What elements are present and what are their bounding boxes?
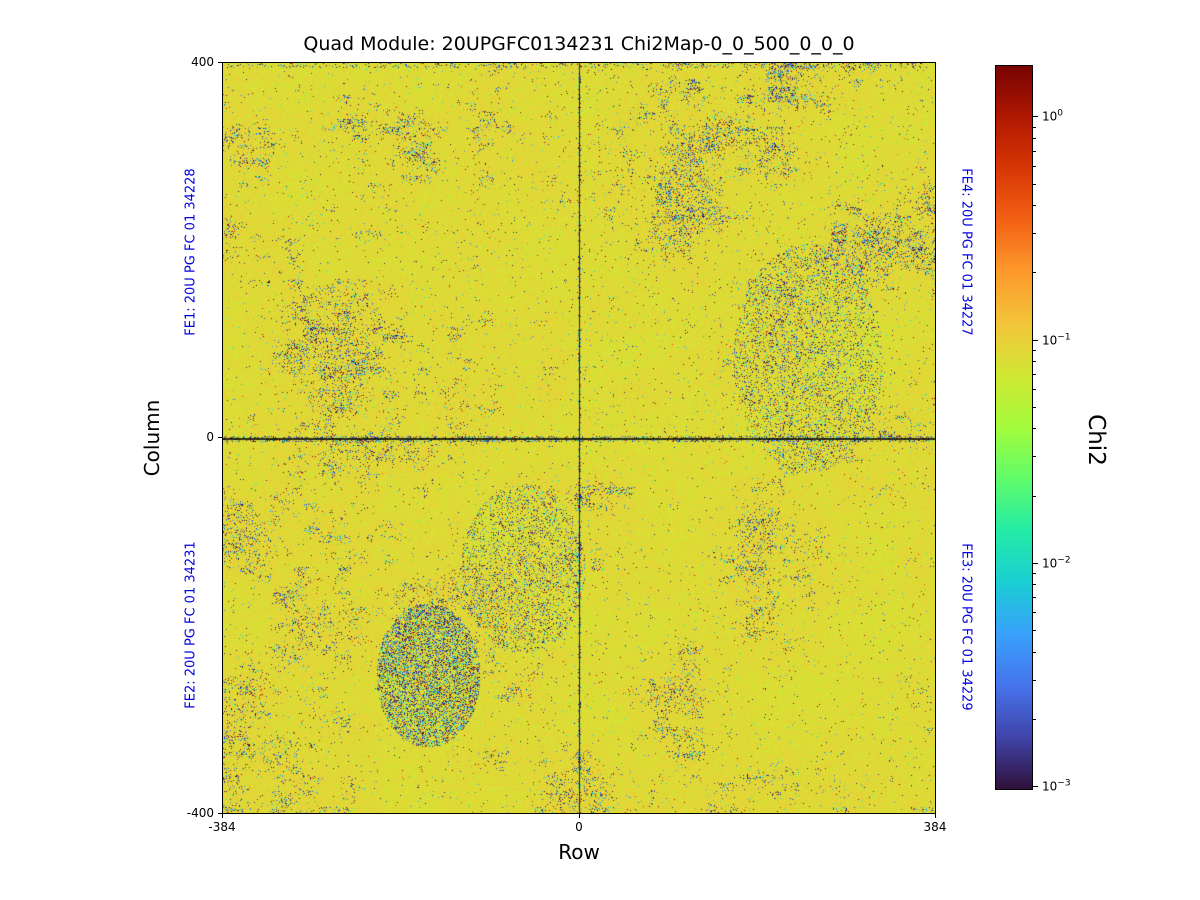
colorbar-minor-tick — [1033, 495, 1036, 497]
colorbar-major-tick — [1033, 786, 1038, 788]
colorbar-minor-tick — [1033, 126, 1036, 128]
colorbar-minor-tick — [1033, 349, 1036, 351]
fe4-label: FE4: 20U PG FC 01 34227 — [958, 168, 974, 336]
x-tick-mark — [222, 814, 223, 818]
colorbar-minor-tick — [1033, 151, 1036, 152]
colorbar-minor-tick — [1033, 361, 1036, 363]
y-tick-label: -400 — [186, 806, 214, 820]
colorbar-minor-tick — [1033, 389, 1036, 391]
colorbar-ticks — [1033, 65, 1041, 788]
colorbar-minor-tick — [1033, 718, 1036, 720]
plot-area — [222, 62, 936, 814]
colorbar-tick-label: 10−1 — [1042, 332, 1071, 348]
colorbar-minor-tick — [1033, 406, 1036, 408]
x-axis-label: Row — [558, 840, 600, 864]
colorbar-minor-tick — [1033, 183, 1036, 185]
y-tick-label: 400 — [191, 55, 214, 69]
colorbar — [995, 65, 1033, 790]
y-tick-mark — [218, 813, 222, 814]
x-tick-mark — [579, 814, 580, 818]
x-tick-label: 384 — [923, 820, 947, 834]
colorbar-tick-label: 100 — [1042, 108, 1064, 124]
colorbar-tick-label: 10−3 — [1042, 778, 1071, 794]
colorbar-minor-tick — [1033, 272, 1036, 274]
x-tick-label: -384 — [208, 820, 236, 834]
y-tick-mark — [218, 62, 222, 63]
colorbar-label: Chi2 — [1083, 414, 1109, 466]
colorbar-gradient-canvas — [996, 66, 1032, 789]
colorbar-major-tick — [1033, 339, 1038, 341]
plot-title: Quad Module: 20UPGFC0134231 Chi2Map-0_0_… — [303, 33, 855, 55]
x-tick-label: 0 — [575, 820, 583, 834]
colorbar-minor-tick — [1033, 584, 1036, 586]
y-tick-mark — [218, 437, 222, 438]
y-tick-label: 0 — [206, 430, 214, 444]
y-axis-label: Column — [140, 399, 164, 477]
colorbar-tick-label: 10−2 — [1042, 555, 1071, 571]
colorbar-minor-tick — [1033, 573, 1036, 575]
colorbar-minor-tick — [1033, 651, 1036, 653]
colorbar-major-tick — [1033, 562, 1038, 564]
colorbar-minor-tick — [1033, 612, 1036, 614]
colorbar-minor-tick — [1033, 428, 1036, 430]
colorbar-minor-tick — [1033, 165, 1036, 167]
colorbar-minor-tick — [1033, 597, 1036, 599]
colorbar-major-tick — [1033, 116, 1038, 118]
fe1-label: FE1: 20U PG FC 01 34228 — [183, 168, 199, 336]
chi2-heatmap-canvas — [223, 63, 935, 813]
colorbar-minor-tick — [1033, 679, 1036, 681]
colorbar-minor-tick — [1033, 138, 1036, 140]
colorbar-minor-tick — [1033, 630, 1036, 632]
x-tick-mark — [935, 814, 936, 818]
colorbar-minor-tick — [1033, 233, 1036, 235]
colorbar-minor-tick — [1033, 456, 1036, 458]
fe3-label: FE3: 20U PG FC 01 34229 — [958, 543, 974, 711]
colorbar-minor-tick — [1033, 205, 1036, 207]
colorbar-minor-tick — [1033, 374, 1036, 376]
fe2-label: FE2: 20U PG FC 01 34231 — [183, 541, 199, 709]
